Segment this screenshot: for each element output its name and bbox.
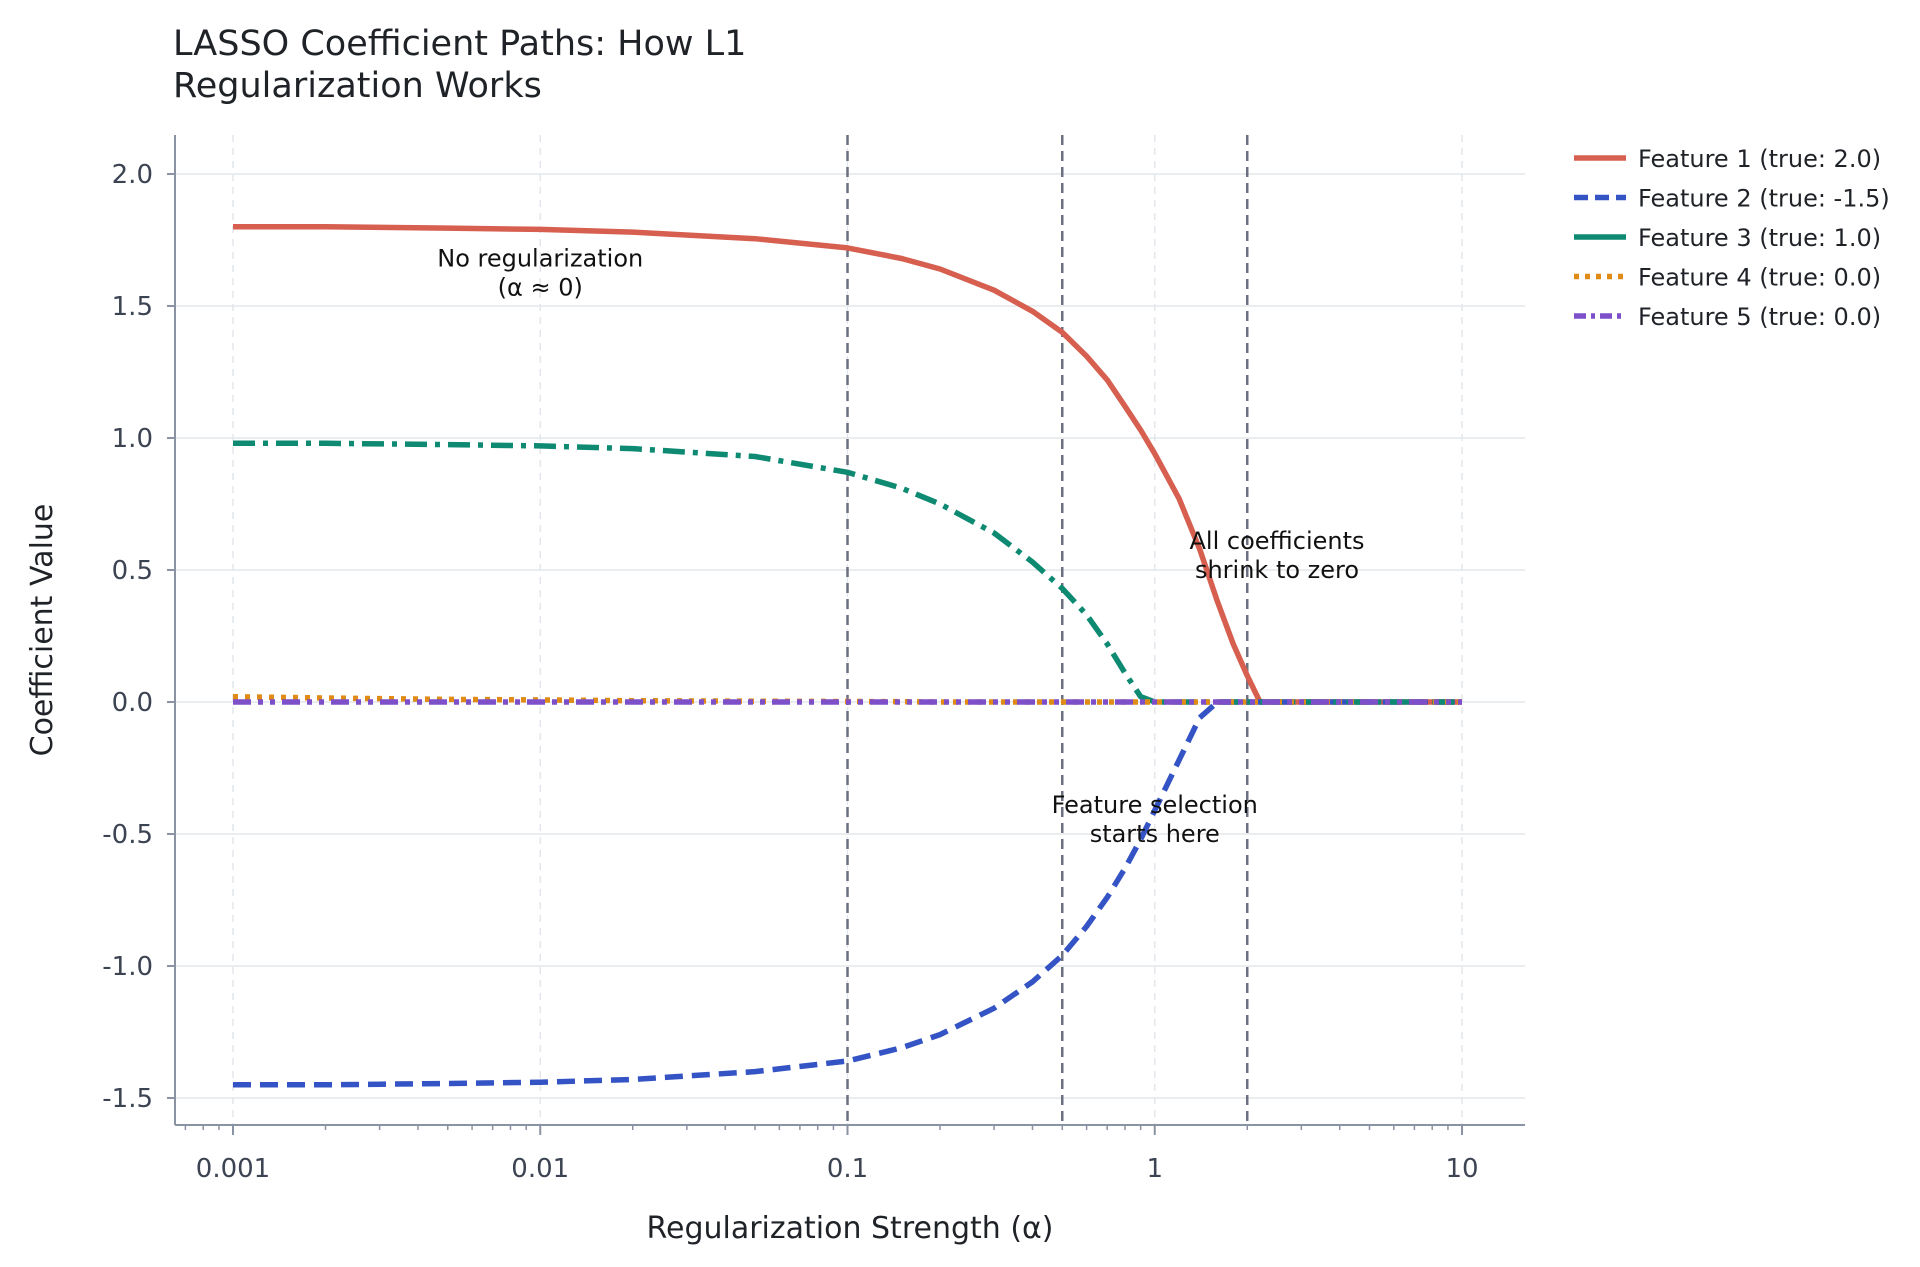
x-tick-label: 10 (1445, 1154, 1478, 1184)
annotation-text: No regularization (437, 244, 643, 272)
y-tick-label: -1.0 (102, 952, 153, 982)
y-tick-label: 2.0 (112, 160, 153, 190)
legend-label-feature-4: Feature 4 (true: 0.0) (1638, 264, 1881, 292)
legend-label-feature-2: Feature 2 (true: -1.5) (1638, 185, 1890, 213)
y-tick-label: 0.5 (112, 556, 153, 586)
y-axis-label: Coefficient Value (25, 504, 60, 757)
y-tick-label: -0.5 (102, 820, 153, 850)
chart-title: LASSO Coefficient Paths: How L1Regulariz… (173, 24, 746, 106)
axes: -1.5 -1.0 -0.5 0.0 0.5 1.0 1.5 2.0 0.001 0.01 0.1 1… (102, 135, 1525, 1184)
legend-label-feature-1: Feature 1 (true: 2.0) (1638, 145, 1881, 173)
y-tick-label: 0.0 (112, 688, 153, 718)
x-tick-label: 0.001 (196, 1154, 270, 1184)
grid (175, 135, 1525, 1125)
chart-title-line: Regularization Works (173, 66, 542, 106)
annotations: No regularization(α ≈ 0) All coefficients… (437, 244, 1364, 847)
series-line-feature-1 (233, 224, 1462, 705)
annotation-text: Feature selection (1052, 791, 1258, 819)
series-line-feature-3 (233, 440, 1462, 705)
axis-labels: Regularization Strength (α) Coefficient V… (25, 504, 1054, 1246)
annotation-text: starts here (1090, 820, 1220, 848)
legend-label-feature-5: Feature 5 (true: 0.0) (1638, 303, 1881, 331)
x-tick-label: 0.1 (827, 1154, 868, 1184)
x-axis-label: Regularization Strength (α) (646, 1211, 1053, 1246)
chart-title-line: LASSO Coefficient Paths: How L1 (173, 24, 746, 64)
y-tick-label: 1.0 (112, 424, 153, 454)
annotation-text: All coefficients (1190, 527, 1365, 555)
annotation-text: shrink to zero (1195, 556, 1359, 584)
annotation-text: (α ≈ 0) (498, 273, 583, 301)
y-tick-label: 1.5 (112, 292, 153, 322)
reference-lines (846, 135, 1249, 1125)
y-tick-label: -1.5 (102, 1084, 153, 1114)
legend-label-feature-3: Feature 3 (true: 1.0) (1638, 224, 1881, 252)
x-tick-label: 1 (1146, 1154, 1163, 1184)
legend: Feature 1 (true: 2.0) Feature 2 (true: -1… (1574, 145, 1890, 331)
series-lines (232, 224, 1462, 1088)
series-line-feature-4 (232, 693, 1462, 705)
x-tick-label: 0.01 (511, 1154, 569, 1184)
